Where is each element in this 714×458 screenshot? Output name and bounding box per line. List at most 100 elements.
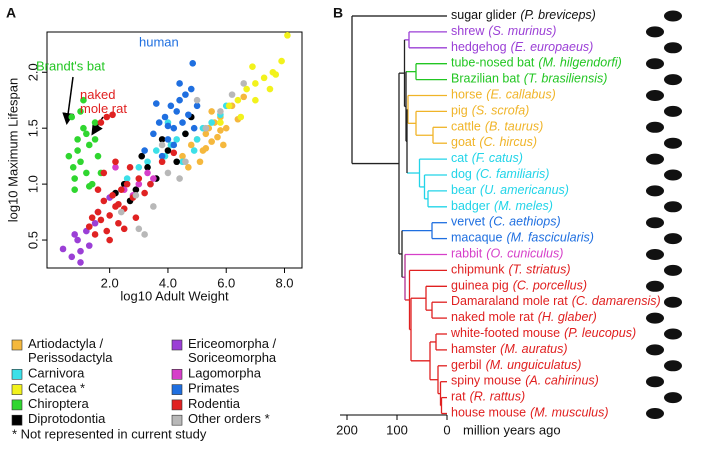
leaf-label: Damaraland mole rat (C. damarensis) bbox=[451, 294, 661, 308]
silhouette bbox=[664, 264, 682, 276]
common-name: sugar glider bbox=[451, 8, 516, 22]
point bbox=[202, 145, 210, 152]
point bbox=[190, 124, 198, 132]
silhouette bbox=[646, 185, 664, 197]
point bbox=[196, 158, 204, 166]
point bbox=[234, 96, 242, 104]
point bbox=[106, 212, 113, 219]
point bbox=[150, 203, 157, 210]
point bbox=[112, 164, 119, 171]
silhouette bbox=[664, 233, 682, 245]
point bbox=[91, 119, 99, 126]
point bbox=[252, 96, 259, 104]
point bbox=[144, 164, 151, 171]
common-name: Brazilian bat bbox=[451, 72, 520, 86]
footnote: * Not represented in current study bbox=[12, 426, 207, 441]
point bbox=[260, 74, 268, 82]
common-name: Damaraland mole rat bbox=[451, 294, 568, 308]
point bbox=[237, 113, 245, 121]
point bbox=[135, 175, 143, 182]
point bbox=[132, 214, 140, 221]
point bbox=[155, 119, 163, 126]
point bbox=[284, 32, 291, 39]
point bbox=[193, 102, 201, 110]
y-tick-label: 0.5 bbox=[25, 231, 40, 249]
point bbox=[228, 91, 236, 98]
point bbox=[77, 158, 84, 166]
point bbox=[123, 175, 131, 182]
point bbox=[91, 231, 99, 238]
point bbox=[77, 247, 84, 255]
leaf-label: vervet (C. aethiops) bbox=[451, 215, 561, 229]
point bbox=[217, 127, 224, 134]
silhouette bbox=[664, 74, 682, 86]
point bbox=[94, 152, 102, 160]
species-name: (M. unguiculatus) bbox=[486, 358, 582, 372]
legend-label: Lagomorpha bbox=[188, 366, 262, 381]
point bbox=[161, 113, 169, 121]
point bbox=[158, 136, 166, 143]
point bbox=[272, 71, 280, 78]
point bbox=[115, 219, 122, 227]
point bbox=[71, 231, 78, 238]
species-name: (M. auratus) bbox=[500, 342, 567, 356]
point bbox=[173, 158, 180, 166]
common-name: white-footed mouse bbox=[450, 326, 560, 340]
point bbox=[59, 245, 67, 253]
common-name: cat bbox=[451, 151, 468, 165]
annotation: naked mole rat bbox=[80, 87, 127, 116]
species-name: (C. familiaris) bbox=[476, 167, 550, 181]
species-name: (F. catus) bbox=[472, 151, 523, 165]
species-name: (T. striatus) bbox=[509, 263, 571, 277]
common-name: rabbit bbox=[451, 247, 483, 261]
common-name: goat bbox=[451, 135, 476, 149]
point bbox=[150, 175, 157, 182]
point bbox=[77, 108, 84, 115]
point bbox=[85, 223, 93, 230]
legend-swatch bbox=[11, 368, 23, 380]
point bbox=[170, 149, 178, 157]
species-name: (S. murinus) bbox=[488, 24, 556, 38]
point bbox=[240, 93, 248, 101]
silhouette bbox=[664, 10, 682, 22]
point bbox=[103, 113, 111, 121]
point bbox=[158, 141, 166, 149]
point bbox=[97, 119, 105, 126]
species-name: (R. rattus) bbox=[470, 390, 526, 404]
leaf-label: cat (F. catus) bbox=[451, 151, 523, 165]
species-name: (U. americanus) bbox=[480, 183, 569, 197]
silhouette bbox=[646, 408, 664, 419]
y-tick-label: 1.0 bbox=[25, 175, 40, 193]
annotation: Brandt's bat bbox=[36, 58, 105, 73]
x-tick-label: 2.0 bbox=[101, 275, 119, 290]
x-tick-label: 0 bbox=[443, 422, 450, 437]
silhouette bbox=[664, 328, 682, 340]
legend-swatch bbox=[171, 384, 183, 395]
legend-label: Diprotodontia bbox=[28, 412, 106, 427]
leaf-label: chipmunk (T. striatus) bbox=[451, 263, 571, 277]
leaf-label: badger (M. meles) bbox=[451, 199, 553, 213]
point bbox=[182, 130, 189, 138]
legend-label: Carnivora bbox=[28, 366, 85, 381]
point bbox=[252, 80, 259, 87]
point bbox=[249, 63, 256, 70]
legend-swatch bbox=[171, 339, 183, 351]
point bbox=[202, 124, 210, 132]
legend-label: Artiodactyla / Perissodactyla bbox=[28, 336, 113, 365]
silhouette bbox=[646, 58, 664, 70]
silhouette bbox=[664, 137, 682, 149]
point bbox=[74, 147, 81, 154]
x-axis-label: log10 Adult Weight bbox=[120, 288, 229, 303]
point bbox=[80, 124, 87, 132]
point bbox=[152, 100, 160, 107]
legend-swatch bbox=[171, 368, 183, 380]
point bbox=[88, 214, 96, 221]
point bbox=[193, 96, 201, 104]
leaf-label: sugar glider (P. breviceps) bbox=[451, 8, 596, 22]
point bbox=[74, 136, 81, 143]
silhouette bbox=[664, 392, 682, 404]
silhouette bbox=[646, 376, 664, 388]
point bbox=[164, 169, 172, 177]
point bbox=[225, 102, 233, 110]
point bbox=[185, 111, 192, 119]
